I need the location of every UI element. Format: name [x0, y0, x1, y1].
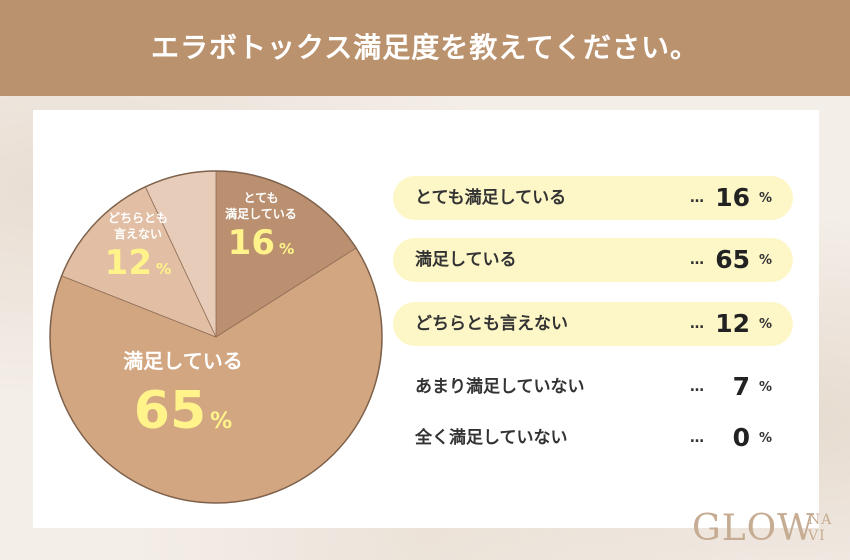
- slice-label-neutral-line2: 言えない: [113, 227, 162, 242]
- legend-unit: %: [759, 253, 773, 268]
- slice-value-neutral-unit: %: [156, 260, 172, 279]
- legend-unit: %: [759, 317, 773, 332]
- legend-dots: …: [690, 430, 704, 446]
- slice-value-satisfied: 65%: [103, 385, 263, 437]
- slice-label-satisfied-line1: 満足している: [123, 349, 243, 373]
- legend-label: とても満足している: [415, 188, 567, 208]
- legend-unit: %: [759, 191, 773, 206]
- header-banner: エラボトックス満足度を教えてください。: [0, 0, 850, 96]
- legend-dots: …: [690, 190, 704, 206]
- slice-value-very-satisfied: 16%: [201, 226, 321, 260]
- slice-value-very-satisfied-unit: %: [279, 240, 295, 259]
- legend-label: どちらとも言えない: [415, 314, 568, 334]
- legend-row-neutral: どちらとも言えない … 12 %: [393, 302, 793, 346]
- pie-chart: [49, 170, 383, 504]
- slice-label-very-satisfied: とても 満足している 16%: [201, 190, 321, 260]
- logo-sub-bottom: VI: [808, 528, 826, 544]
- slice-label-very-satisfied-line2: 満足している: [225, 207, 297, 222]
- slice-value-satisfied-number: 65: [133, 381, 207, 441]
- legend-value: 65: [715, 245, 750, 274]
- legend-unit: %: [759, 380, 773, 395]
- legend-value: 7: [732, 372, 750, 401]
- legend-row-dissatisfied: あまり満足していない … 7 %: [393, 365, 793, 409]
- slice-label-satisfied: 満足している 65%: [103, 348, 263, 437]
- slice-label-very-satisfied-line1: とても: [243, 191, 279, 205]
- page-title: エラボトックス満足度を教えてください。: [151, 31, 699, 64]
- legend-dots: …: [690, 316, 704, 332]
- slice-label-neutral: どちらとも 言えない 12%: [83, 210, 193, 280]
- slice-value-neutral-number: 12: [104, 243, 152, 284]
- logo-sub-top: NA: [808, 512, 833, 528]
- slice-value-neutral: 12%: [83, 246, 193, 280]
- legend-label: 満足している: [415, 250, 517, 270]
- pie-outline: [49, 170, 383, 504]
- legend-label: あまり満足していない: [415, 377, 585, 397]
- legend-row-satisfied: 満足している … 65 %: [393, 238, 793, 282]
- legend-value: 0: [732, 423, 750, 452]
- logo-main-text: GLOW: [692, 508, 816, 549]
- legend-dots: …: [690, 252, 704, 268]
- legend-row-very-satisfied: とても満足している … 16 %: [393, 176, 793, 220]
- logo-sub-text: NA VI: [808, 512, 832, 544]
- legend-row-very-dissatisfied: 全く満足していない … 0 %: [393, 416, 793, 460]
- legend-label: 全く満足していない: [415, 428, 568, 448]
- legend-dots: …: [690, 379, 704, 395]
- slice-value-satisfied-unit: %: [210, 409, 233, 434]
- legend-unit: %: [759, 431, 773, 446]
- slice-value-very-satisfied-number: 16: [227, 223, 275, 264]
- legend-value: 16: [715, 183, 750, 212]
- slice-label-neutral-line1: どちらとも: [107, 211, 168, 225]
- glow-navi-logo: GLOW NA VI: [692, 506, 842, 556]
- legend-value: 12: [715, 309, 750, 338]
